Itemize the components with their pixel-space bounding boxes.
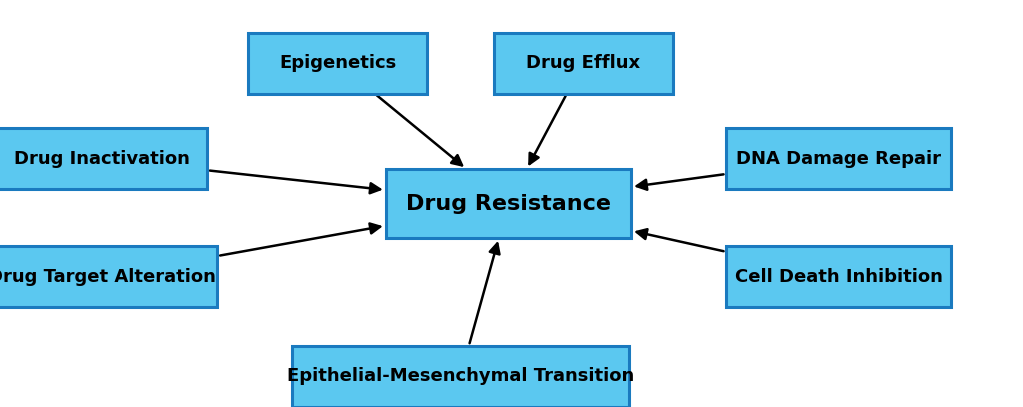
FancyBboxPatch shape [726, 128, 951, 189]
Text: Drug Target Alteration: Drug Target Alteration [0, 268, 216, 286]
FancyBboxPatch shape [0, 246, 218, 307]
FancyBboxPatch shape [0, 128, 207, 189]
FancyBboxPatch shape [493, 33, 673, 94]
FancyBboxPatch shape [726, 246, 951, 307]
FancyBboxPatch shape [386, 169, 631, 238]
FancyBboxPatch shape [249, 33, 428, 94]
Text: Cell Death Inhibition: Cell Death Inhibition [735, 268, 943, 286]
Text: Epigenetics: Epigenetics [279, 54, 396, 72]
Text: Epithelial-Mesenchymal Transition: Epithelial-Mesenchymal Transition [286, 368, 634, 385]
Text: Drug Efflux: Drug Efflux [526, 54, 640, 72]
Text: DNA Damage Repair: DNA Damage Repair [737, 150, 941, 168]
FancyBboxPatch shape [292, 346, 629, 407]
Text: Drug Resistance: Drug Resistance [406, 193, 611, 214]
Text: Drug Inactivation: Drug Inactivation [14, 150, 190, 168]
